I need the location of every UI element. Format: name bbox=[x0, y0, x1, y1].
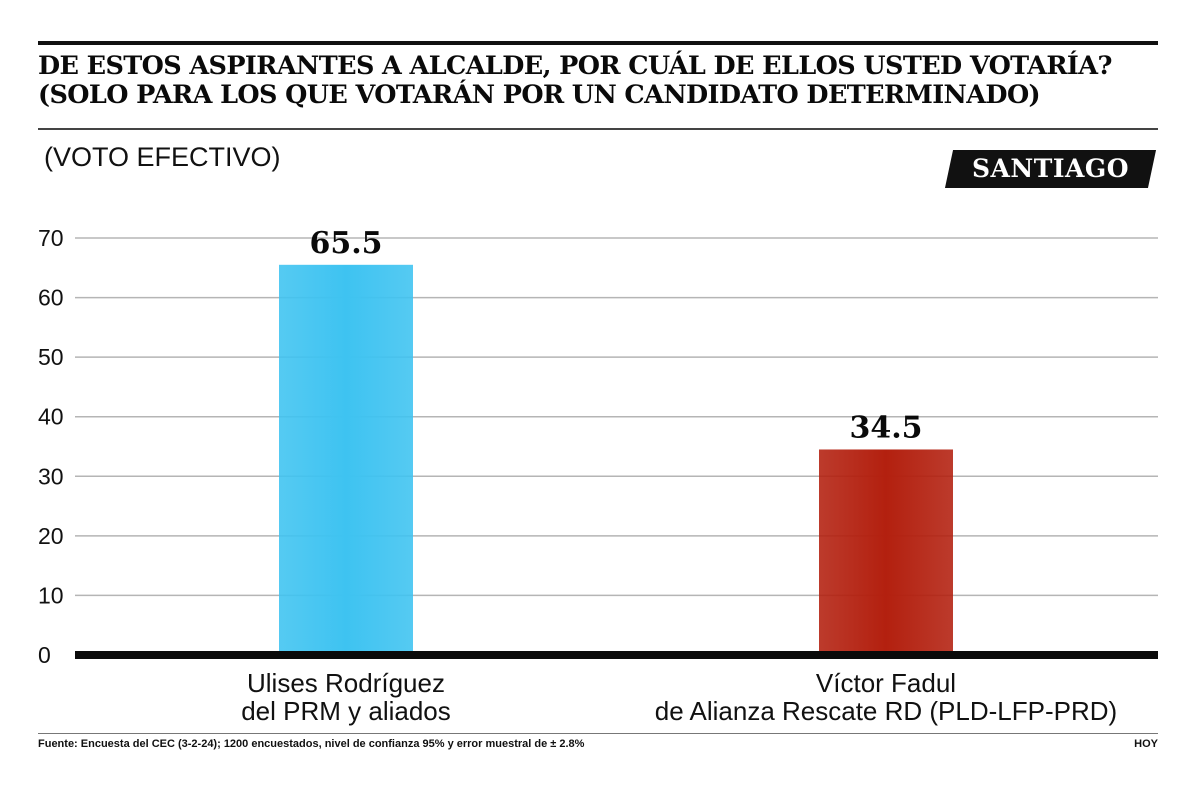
y-tick-label: 20 bbox=[38, 523, 64, 549]
footer-divider bbox=[38, 733, 1158, 734]
x-tick-label: de Alianza Rescate RD (PLD-LFP-PRD) bbox=[655, 696, 1117, 726]
x-axis-baseline bbox=[75, 651, 1158, 659]
chart-title-line-2: (SOLO PARA LOS QUE VOTARÁN POR UN CANDID… bbox=[38, 80, 1041, 110]
chart-title: DE ESTOS ASPIRANTES A ALCALDE, POR CUÁL … bbox=[38, 52, 1158, 110]
x-tick-label: Ulises Rodríguez bbox=[247, 668, 445, 698]
y-tick-label: 50 bbox=[38, 344, 64, 370]
location-badge: SANTIAGO bbox=[971, 154, 1130, 183]
bar bbox=[279, 264, 413, 655]
y-tick-label: 40 bbox=[38, 404, 64, 430]
y-tick-label: 30 bbox=[38, 463, 64, 489]
top-rule bbox=[38, 41, 1158, 45]
source-note: Fuente: Encuesta del CEC (3-2-24); 1200 … bbox=[38, 738, 585, 750]
data-label: 65.5 bbox=[309, 226, 382, 261]
y-tick-label: 60 bbox=[38, 285, 64, 311]
title-divider bbox=[38, 128, 1158, 130]
footer: Fuente: Encuesta del CEC (3-2-24); 1200 … bbox=[38, 738, 1158, 754]
chart-title-line-1: DE ESTOS ASPIRANTES A ALCALDE, POR CUÁL … bbox=[38, 51, 1112, 81]
bar bbox=[819, 449, 953, 655]
chart-subtitle: (VOTO EFECTIVO) bbox=[44, 142, 281, 172]
y-tick-label: 10 bbox=[38, 582, 64, 608]
x-tick-label: del PRM y aliados bbox=[241, 696, 451, 726]
x-tick-label: Víctor Fadul bbox=[816, 668, 956, 698]
y-tick-label: 0 bbox=[38, 642, 51, 668]
publisher-credit: HOY bbox=[1134, 738, 1158, 750]
y-tick-label: 70 bbox=[38, 225, 64, 251]
data-label: 34.5 bbox=[849, 410, 922, 445]
